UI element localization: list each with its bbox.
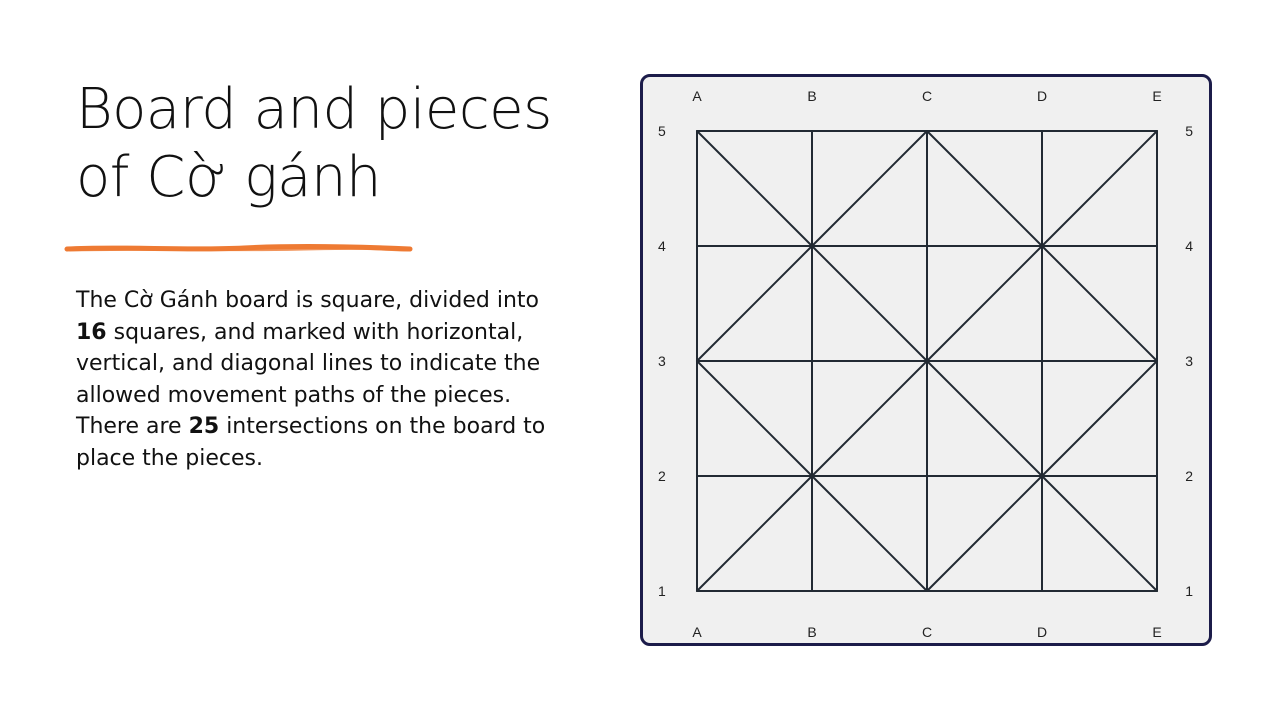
- description-part-2: squares, and marked with horizontal, ver…: [76, 319, 541, 440]
- row-label-right: 5: [1185, 123, 1193, 139]
- row-label-left: 1: [658, 583, 666, 599]
- column-label-bottom: D: [1037, 624, 1047, 640]
- diagonal-line: [1041, 360, 1158, 477]
- co-ganh-board: A A B B C C D D E E 5 5 4 4 3 3 2 2 1 1: [658, 88, 1193, 640]
- diagonal-line: [811, 360, 928, 477]
- row-label-left: 5: [658, 123, 666, 139]
- board-grid-lines: [696, 130, 1158, 592]
- column-label-top: B: [807, 88, 816, 104]
- diagonal-line: [696, 475, 813, 592]
- row-label-right: 1: [1185, 583, 1193, 599]
- title-underline: [64, 243, 413, 252]
- diagonal-line: [1041, 475, 1158, 592]
- board-description: The Cờ Gánh board is square, divided int…: [76, 285, 576, 474]
- row-label-right: 4: [1185, 238, 1193, 254]
- diagonal-line: [811, 475, 928, 592]
- board-panel: A A B B C C D D E E 5 5 4 4 3 3 2 2 1 1: [640, 74, 1212, 646]
- row-label-left: 3: [658, 353, 666, 369]
- row-label-left: 4: [658, 238, 666, 254]
- diagonal-line: [926, 245, 1043, 362]
- intersections-count: 25: [188, 414, 220, 439]
- slide-title: Board and pieces of Cờ gánh: [76, 76, 596, 212]
- squares-count: 16: [76, 319, 107, 345]
- row-label-right: 2: [1185, 468, 1193, 484]
- column-label-bottom: E: [1152, 624, 1161, 640]
- column-label-bottom: C: [922, 624, 932, 640]
- diagonal-line: [696, 245, 813, 362]
- diagonal-line: [1041, 130, 1158, 247]
- column-label-bottom: A: [692, 624, 702, 640]
- column-label-top: A: [692, 88, 702, 104]
- description-part-1: The Cờ Gánh board is square, divided int…: [76, 288, 539, 313]
- diagonal-line: [926, 360, 1043, 477]
- column-label-top: E: [1152, 88, 1161, 104]
- diagonal-line: [811, 130, 928, 247]
- diagonal-line: [811, 245, 928, 362]
- title-line-2: of Cờ gánh: [76, 145, 381, 210]
- diagonal-line: [1041, 245, 1158, 362]
- diagonal-line: [926, 130, 1043, 247]
- description-part-3: intersections on the board to place the …: [76, 414, 546, 471]
- title-line-1: Board and pieces: [76, 77, 552, 142]
- row-label-right: 3: [1185, 353, 1193, 369]
- column-label-top: D: [1037, 88, 1047, 104]
- board-coordinate-labels: A A B B C C D D E E 5 5 4 4 3 3 2 2 1 1: [658, 88, 1193, 640]
- column-label-top: C: [922, 88, 932, 104]
- row-label-left: 2: [658, 468, 666, 484]
- diagonal-line: [696, 360, 813, 477]
- diagonal-line: [926, 475, 1043, 592]
- column-label-bottom: B: [807, 624, 816, 640]
- diagonal-line: [696, 130, 813, 247]
